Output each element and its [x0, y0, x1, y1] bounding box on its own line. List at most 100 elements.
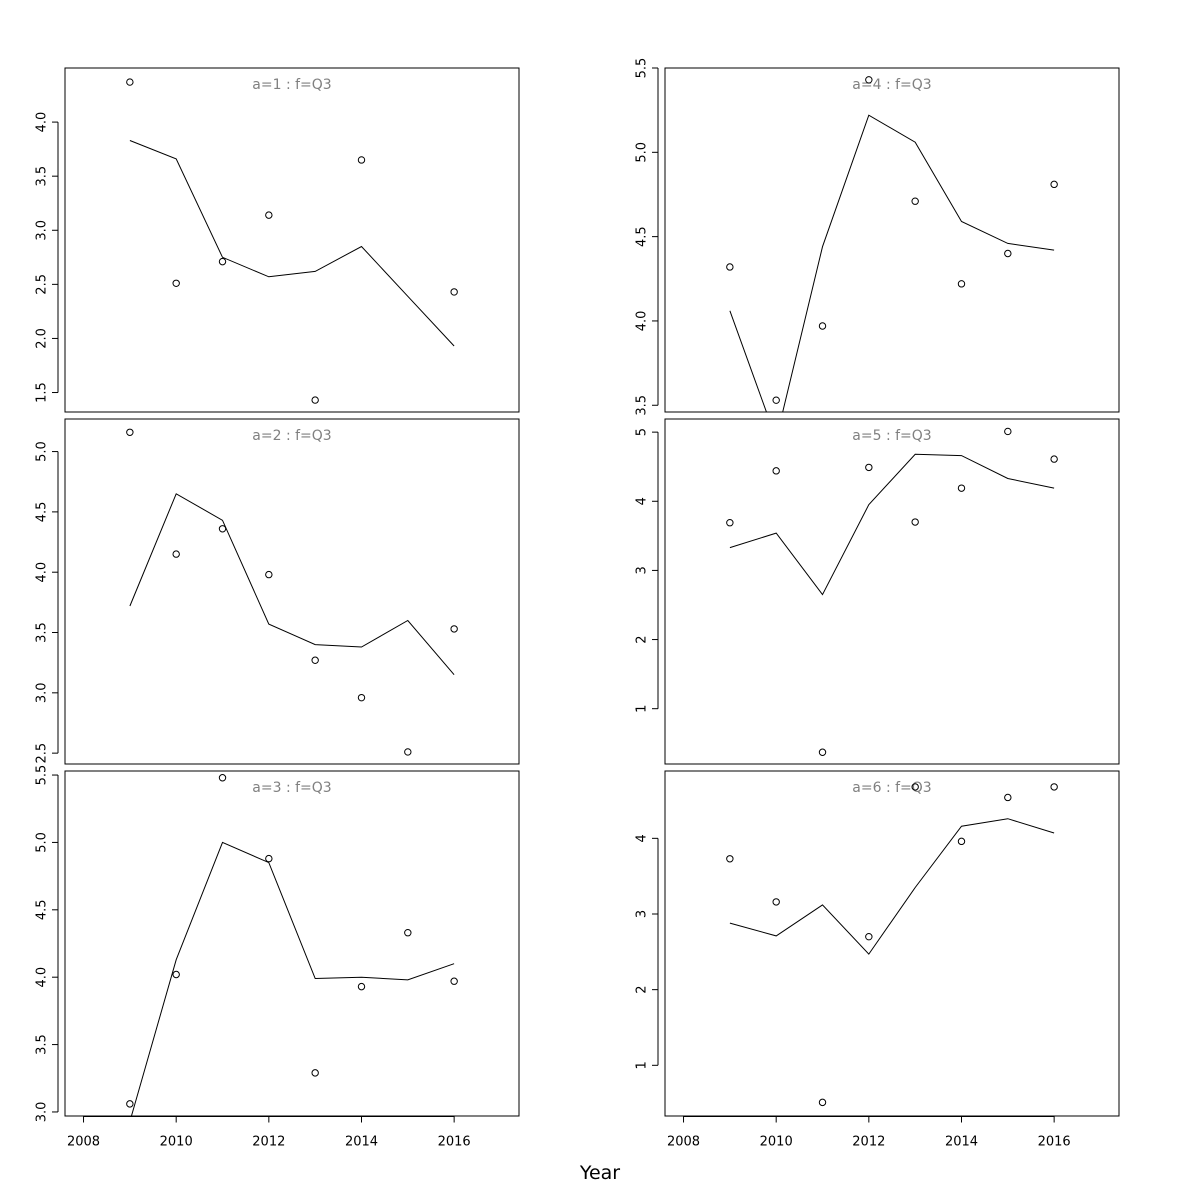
y-tick-label: 4	[635, 834, 650, 842]
data-point	[404, 748, 412, 756]
data-point	[126, 428, 134, 436]
y-tick-label: 1	[635, 705, 650, 713]
y-tick-label: 3.5	[35, 166, 50, 187]
data-point	[404, 929, 412, 937]
panel-title: a=5 : f=Q3	[852, 428, 931, 444]
panel-5: a=5 : f=Q3 1 2 3 4 5	[635, 418, 1120, 765]
data-point	[1004, 793, 1012, 802]
data-point	[1004, 249, 1012, 258]
x-tick-label: 2014	[345, 1135, 378, 1150]
data-point	[865, 463, 873, 472]
data-point	[911, 197, 919, 205]
panel-title: a=1 : f=Q3	[252, 77, 331, 93]
panel-6: a=6 : f=Q3 1 2 3 4 2008 2010 2012 2014 2016	[635, 770, 1120, 1150]
data-point	[1050, 180, 1058, 189]
x-tick-label: 2014	[945, 1135, 978, 1150]
fitted-line	[130, 841, 455, 1116]
data-point	[865, 76, 873, 84]
y-tick-label: 3.0	[35, 682, 50, 703]
y-tick-label: 1.5	[35, 382, 50, 403]
y-tick-label: 4.5	[35, 899, 50, 920]
data-point	[911, 518, 919, 526]
x-tick-label: 2012	[852, 1135, 885, 1150]
data-point	[865, 932, 873, 941]
panel-data	[726, 427, 1058, 756]
y-tick-label: 4.0	[35, 967, 50, 988]
data-point	[818, 748, 827, 756]
y-tick-label: 4	[635, 497, 650, 505]
data-point	[265, 211, 273, 219]
y-tick-label: 4.0	[635, 311, 650, 332]
x-tick-label: 2016	[1038, 1135, 1071, 1150]
data-point	[772, 898, 780, 906]
fitted-line	[729, 114, 1055, 412]
y-tick-label: 2.0	[35, 328, 50, 349]
y-tick-label: 3.5	[635, 395, 650, 416]
data-point	[311, 656, 319, 664]
data-point	[1004, 427, 1012, 436]
x-tick-label: 2012	[252, 1135, 285, 1150]
data-point	[218, 774, 227, 782]
data-point	[450, 288, 458, 296]
data-point	[450, 977, 458, 985]
data-point	[772, 467, 780, 475]
panel-frame	[664, 418, 1120, 765]
data-point	[450, 625, 458, 633]
panel-4: a=4 : f=Q3 3.5 4.0 4.5 5.0 5.5	[635, 58, 1120, 416]
panel-data	[726, 76, 1058, 412]
y-tick-label: 4.5	[35, 502, 50, 523]
y-tick-label: 5.5	[35, 765, 50, 786]
y-tick-label: 2	[635, 635, 650, 643]
x-tick-label: 2008	[667, 1135, 700, 1150]
data-point	[265, 854, 273, 863]
panel-title: a=4 : f=Q3	[852, 77, 931, 93]
y-tick-label: 2.5	[35, 274, 50, 295]
panel-title: a=3 : f=Q3	[252, 780, 331, 796]
data-point	[357, 982, 366, 991]
data-point	[311, 396, 319, 404]
fitted-line	[129, 493, 455, 676]
data-point	[957, 837, 966, 846]
y-tick-label: 3	[635, 566, 650, 574]
panel-data	[726, 783, 1058, 1107]
panel-title: a=6 : f=Q3	[852, 780, 931, 796]
data-point	[818, 1098, 827, 1107]
data-point	[818, 322, 827, 330]
data-point	[218, 525, 227, 533]
fitted-line	[729, 453, 1055, 596]
panels: a=1 : f=Q3 1.5 2.0 2.5 3.0 3.5 4.0 a=2 : f=Q3 2.…	[35, 58, 1120, 1150]
data-point	[1050, 783, 1058, 791]
x-tick-label: 2010	[160, 1135, 193, 1150]
y-tick-label: 3.0	[35, 220, 50, 241]
data-point	[726, 263, 734, 271]
data-point	[957, 280, 966, 288]
panel-frame	[64, 418, 520, 765]
y-tick-label: 5.0	[635, 142, 650, 163]
data-point	[911, 783, 919, 791]
fitted-line	[729, 818, 1055, 955]
panel-2: a=2 : f=Q3 2.5 3.0 3.5 4.0 4.5 5.0	[35, 418, 520, 765]
panel-frame	[664, 770, 1120, 1117]
y-tick-label: 5.0	[35, 832, 50, 853]
x-tick-label: 2008	[67, 1135, 100, 1150]
panel-data	[126, 774, 458, 1116]
data-point	[126, 1100, 134, 1108]
panel-title: a=2 : f=Q3	[252, 428, 331, 444]
x-tick-label: 2010	[760, 1135, 793, 1150]
data-point	[172, 279, 180, 287]
panel-frame	[64, 770, 520, 1117]
data-point	[357, 693, 366, 702]
data-point	[357, 156, 366, 164]
data-point	[265, 570, 273, 579]
y-tick-label: 4.0	[35, 562, 50, 583]
data-point	[311, 1069, 319, 1077]
data-point	[726, 855, 734, 863]
y-tick-label: 2	[635, 986, 650, 994]
panel-data	[126, 428, 458, 756]
panel-frame	[664, 67, 1120, 413]
y-tick-label: 4.0	[35, 112, 50, 133]
y-tick-label: 1	[635, 1061, 650, 1069]
panel-data	[126, 78, 458, 404]
y-tick-label: 5	[635, 428, 650, 436]
